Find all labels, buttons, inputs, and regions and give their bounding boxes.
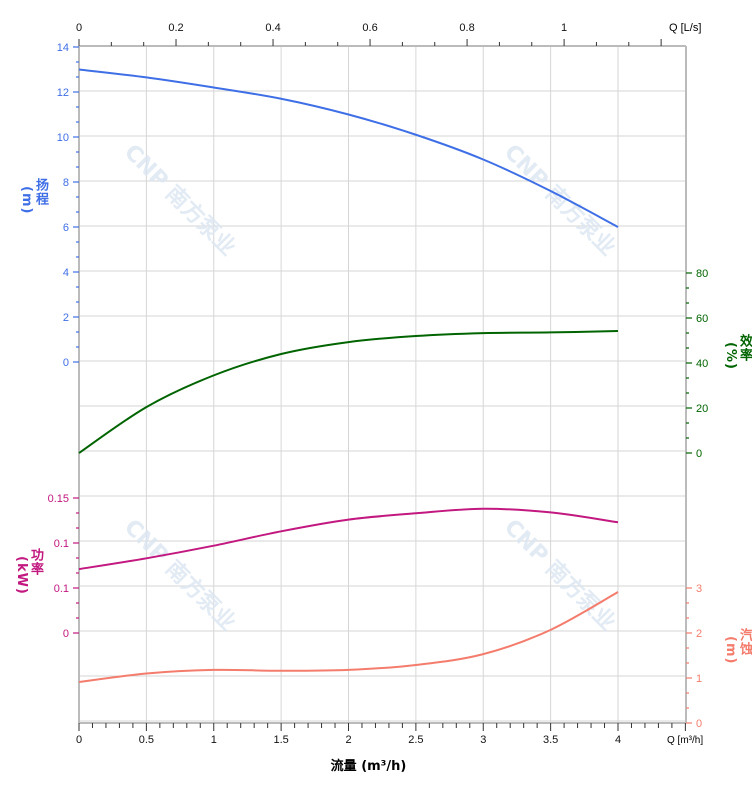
npsh-tick-label: 1 [696,673,702,685]
head-tick-label: 12 [57,87,69,99]
grid [79,45,686,723]
power-curve [78,507,619,571]
head-axis-title: 扬程 (m) [19,178,48,215]
head-tick-label: 10 [57,132,69,144]
npsh-axis-unit: (m) [723,636,738,665]
npsh-tick-label: 2 [696,628,702,640]
watermark-logo: CNP 南方泵业 [499,514,621,636]
power-tick-label: 0.15 [48,493,69,505]
efficiency-tick-label: 40 [696,358,708,370]
power-axis-title: 功率 (kW) [14,548,43,595]
head-tick-label: 14 [57,42,69,54]
efficiency-tick-label: 80 [696,268,708,280]
watermark-logo: CNP 南方泵业 [499,139,621,261]
x-tick-label: 0 [76,734,82,746]
head-tick-label: 6 [63,222,69,234]
watermarks: CNP 南方泵业 CNP 南方泵业 CNP 南方泵业 CNP 南方泵业 [119,139,621,636]
watermark-logo: CNP 南方泵业 [119,514,241,636]
top-tick-label: 1 [561,22,567,34]
head-tick-label: 2 [63,312,69,324]
top-tick-label: 0.2 [168,22,183,34]
axes: 0 0.5 1 1.5 2 2.5 3 3.5 40 0.2 0.4 0.6 0.8 1024681012… [48,22,709,746]
x-tick-label: 4 [615,734,621,746]
npsh-tick-label: 0 [696,718,702,730]
x-tick-label: 1 [211,734,217,746]
efficiency-curve [78,330,619,454]
efficiency-tick-label: 20 [696,403,708,415]
x-tick-label: 3 [480,734,486,746]
efficiency-axis-title: 效率 (%) [723,334,752,370]
head-axis-unit: (m) [19,186,34,215]
x-tick-label: 2 [345,734,351,746]
head-tick-label: 0 [63,357,69,369]
top-tick-label: 0.4 [265,22,280,34]
npsh-curve [78,591,619,684]
power-tick-label: 0.1 [54,583,69,595]
efficiency-tick-label: 60 [696,313,708,325]
top-tick-label: 0.6 [362,22,377,34]
head-axis-label: 扬程 [33,178,48,206]
efficiency-axis-label: 效率 [737,334,752,362]
top-axis-unit-label: Q [L/s] [669,22,702,34]
efficiency-tick-label: 0 [696,448,702,460]
x-tick-label: 3.5 [543,734,558,746]
head-curve [78,68,619,228]
head-tick-label: 8 [63,177,69,189]
power-axis-label: 功率 [28,548,43,576]
top-tick-label: 0 [76,22,82,34]
top-tick-label: 0.8 [459,22,474,34]
x-tick-label: 1.5 [273,734,288,746]
npsh-axis-label: 汽蚀 [737,628,752,656]
npsh-axis-title: 汽蚀 (m) [723,628,752,665]
efficiency-axis-unit: (%) [723,342,738,370]
x-tick-label: 0.5 [139,734,154,746]
power-axis-unit: (kW) [14,556,29,595]
power-tick-label: 0.1 [54,538,69,550]
x-axis-title: 流量 (m³/h) [330,759,407,774]
power-tick-label: 0 [63,628,69,640]
head-tick-label: 4 [63,267,69,279]
watermark-logo: CNP 南方泵业 [119,139,241,261]
npsh-tick-label: 3 [696,583,702,595]
x-axis-unit-label: Q [m³/h] [667,735,704,746]
x-tick-label: 2.5 [408,734,423,746]
curves [78,68,619,684]
